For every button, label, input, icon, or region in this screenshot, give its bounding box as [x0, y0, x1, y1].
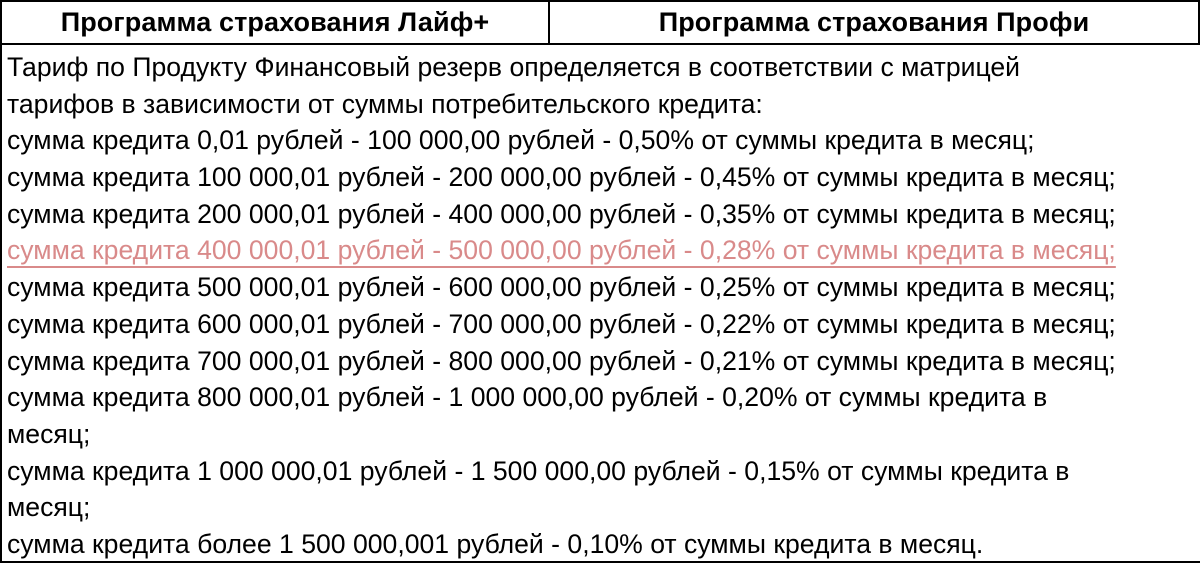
tariff-row-0-100k: сумма кредита 0,01 рублей - 100 000,00 р…: [7, 125, 1035, 156]
table-bottom-border: [0, 561, 1200, 563]
tariff-intro-line-2: тарифов в зависимости от суммы потребите…: [7, 88, 763, 119]
tariff-row-400k-500k-highlighted: сумма кредита 400 000,01 рублей - 500 00…: [7, 235, 1116, 266]
tariff-row-1m-1-5m-cont: месяц;: [7, 492, 91, 523]
table-header-row: Программа страхования Лайф+ Программа ст…: [0, 0, 1200, 45]
tariff-row-600k-700k: сумма кредита 600 000,01 рублей - 700 00…: [7, 308, 1116, 339]
tariff-row-800k-1m-cont: месяц;: [7, 418, 91, 449]
tariff-row-over-1-5m: сумма кредита более 1 500 000,001 рублей…: [7, 528, 984, 559]
tariff-row-800k-1m: сумма кредита 800 000,01 рублей - 1 000 …: [7, 382, 1048, 413]
header-profi-program: Программа страхования Профи: [550, 2, 1200, 43]
header-life-plus-program: Программа страхования Лайф+: [0, 2, 550, 43]
tariff-row-500k-600k: сумма кредита 500 000,01 рублей - 600 00…: [7, 272, 1116, 303]
tariff-row-100k-200k: сумма кредита 100 000,01 рублей - 200 00…: [7, 162, 1116, 193]
tariff-intro-line-1: Тариф по Продукту Финансовый резерв опре…: [7, 52, 1021, 82]
tariff-row-1m-1-5m: сумма кредита 1 000 000,01 рублей - 1 50…: [7, 455, 1070, 486]
tariff-row-700k-800k: сумма кредита 700 000,01 рублей - 800 00…: [7, 345, 1116, 376]
tariff-body-cell: Тариф по Продукту Финансовый резерв опре…: [0, 45, 1200, 563]
tariff-row-200k-400k: сумма кредита 200 000,01 рублей - 400 00…: [7, 198, 1116, 229]
